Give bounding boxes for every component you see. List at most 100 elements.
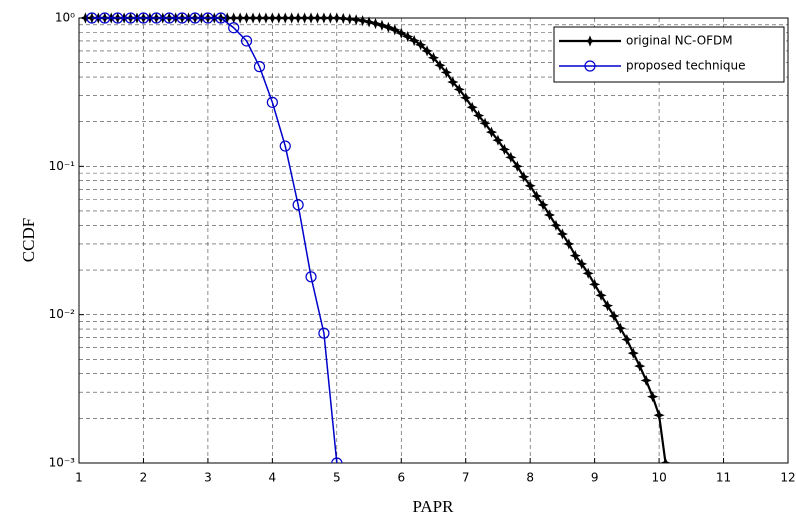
point bbox=[86, 12, 98, 24]
point bbox=[485, 126, 498, 138]
point bbox=[531, 190, 543, 202]
series bbox=[86, 12, 343, 463]
point bbox=[344, 13, 356, 25]
x-tick-label: 3 bbox=[204, 471, 212, 485]
point bbox=[421, 45, 433, 57]
x-tick-label: 12 bbox=[780, 471, 795, 485]
point bbox=[608, 310, 620, 322]
point bbox=[537, 199, 549, 211]
x-tick-label: 8 bbox=[526, 471, 534, 485]
point bbox=[253, 12, 266, 24]
point bbox=[273, 12, 285, 24]
point bbox=[279, 12, 291, 24]
point bbox=[524, 180, 536, 192]
point bbox=[556, 228, 568, 240]
point bbox=[253, 61, 266, 73]
point bbox=[634, 360, 646, 372]
x-tick-label: 11 bbox=[716, 471, 731, 485]
point bbox=[434, 59, 446, 71]
y-tick-label: 10⁰ bbox=[55, 11, 75, 25]
series-line bbox=[91, 17, 338, 463]
point bbox=[653, 409, 665, 421]
point bbox=[550, 219, 562, 231]
point bbox=[473, 109, 485, 122]
point bbox=[240, 35, 253, 47]
point bbox=[395, 27, 407, 39]
point bbox=[292, 12, 304, 24]
x-tick-label: 2 bbox=[140, 471, 148, 485]
point bbox=[266, 96, 278, 108]
point bbox=[614, 322, 626, 334]
point bbox=[124, 12, 137, 24]
point bbox=[324, 12, 336, 24]
point bbox=[337, 12, 349, 25]
point bbox=[589, 278, 601, 290]
point bbox=[569, 250, 581, 262]
point bbox=[176, 12, 188, 24]
x-tick-label: 10 bbox=[651, 471, 666, 485]
point bbox=[415, 39, 427, 51]
x-tick-label: 9 bbox=[591, 471, 599, 485]
point bbox=[466, 101, 478, 113]
point bbox=[447, 76, 459, 88]
y-tick-label: 10⁻¹ bbox=[49, 159, 76, 173]
point bbox=[311, 12, 324, 24]
legend-box bbox=[553, 26, 785, 83]
point bbox=[498, 143, 510, 155]
point bbox=[112, 12, 124, 24]
point bbox=[505, 151, 517, 163]
point bbox=[640, 374, 652, 387]
point bbox=[247, 12, 259, 24]
point bbox=[582, 267, 594, 279]
point bbox=[460, 92, 472, 104]
point bbox=[99, 12, 111, 24]
point bbox=[453, 83, 465, 95]
point bbox=[318, 327, 330, 339]
x-tick-label: 5 bbox=[333, 471, 341, 485]
point bbox=[279, 140, 291, 152]
y-axis-label: CCDF bbox=[19, 218, 38, 262]
point bbox=[369, 17, 382, 30]
point bbox=[260, 12, 272, 24]
point bbox=[440, 66, 452, 78]
point bbox=[357, 15, 369, 27]
point bbox=[241, 12, 253, 24]
point bbox=[189, 12, 201, 24]
point bbox=[150, 12, 162, 24]
point bbox=[215, 12, 227, 24]
point bbox=[79, 12, 92, 24]
point bbox=[318, 12, 330, 24]
point bbox=[299, 12, 311, 24]
legend-label: proposed technique bbox=[626, 59, 746, 73]
point bbox=[228, 22, 240, 34]
point bbox=[492, 134, 504, 146]
x-tick-label: 7 bbox=[462, 471, 470, 485]
point bbox=[647, 391, 659, 403]
x-tick-label: 6 bbox=[397, 471, 405, 485]
point bbox=[659, 457, 672, 463]
y-tick-label: 10⁻² bbox=[49, 307, 76, 321]
legend-label: original NC-OFDM bbox=[626, 34, 733, 48]
point bbox=[363, 16, 375, 28]
point bbox=[292, 199, 304, 211]
point bbox=[427, 52, 440, 64]
point bbox=[331, 12, 343, 24]
point bbox=[234, 12, 246, 24]
point bbox=[137, 12, 150, 24]
x-tick-label: 1 bbox=[75, 471, 83, 485]
point bbox=[305, 12, 317, 24]
point bbox=[202, 12, 214, 24]
point bbox=[376, 19, 388, 31]
point bbox=[402, 30, 414, 43]
point bbox=[305, 271, 317, 283]
point bbox=[543, 209, 556, 221]
point bbox=[382, 21, 394, 33]
legend-marker bbox=[584, 60, 596, 72]
point bbox=[576, 258, 588, 270]
point bbox=[389, 24, 401, 36]
point bbox=[266, 12, 278, 24]
point bbox=[627, 347, 639, 359]
x-tick-label: 4 bbox=[269, 471, 277, 485]
plot-frame bbox=[78, 17, 789, 464]
